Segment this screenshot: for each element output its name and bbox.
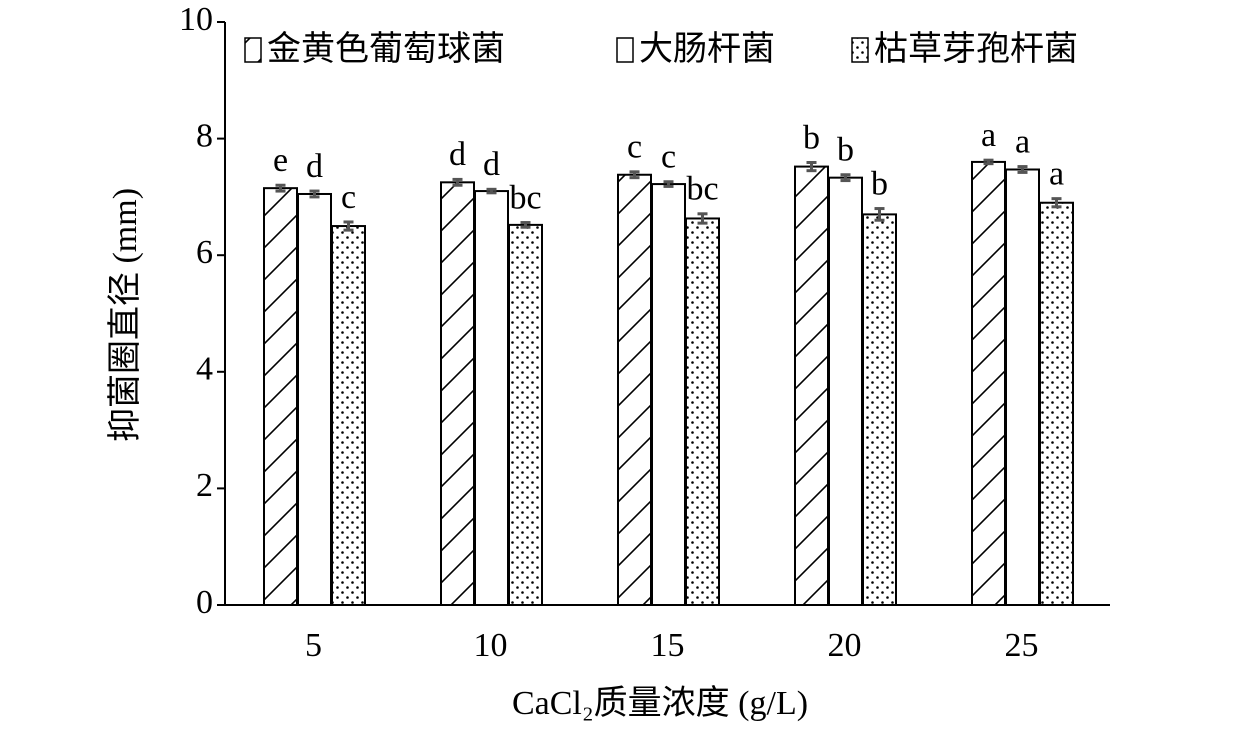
significance-letter: b [871,165,888,202]
bar [617,173,652,606]
bar [1039,201,1074,606]
significance-letter: c [627,129,642,166]
significance-letter: b [837,132,854,169]
error-bar [343,220,354,232]
bar [1005,168,1040,606]
significance-letter: a [1049,155,1064,192]
bar [971,160,1006,606]
y-axis-label: 抑菌圈直径 (mm) [106,188,144,442]
error-bar [983,158,994,166]
significance-letter: c [661,139,676,176]
error-bar [275,183,286,193]
significance-letter: d [449,136,466,173]
bar [862,213,897,606]
error-bar [840,173,851,183]
legend-label: 枯草芽孢杆菌 [874,30,1078,68]
error-bar [520,221,531,229]
significance-letter: d [306,148,323,185]
significance-letter: a [1015,123,1030,160]
significance-letter: c [341,179,356,216]
x-tick-label: 25 [1005,627,1039,664]
error-bar [806,161,817,173]
legend-label: 大肠杆菌 [639,30,775,68]
error-bar [1017,165,1028,174]
x-axis-label: CaCl₂质量浓度 (g/L) [512,684,808,722]
bar [474,190,509,606]
x-tick-label: 15 [651,627,685,664]
error-bar [452,177,463,187]
y-tick-label: 4 [196,351,213,388]
significance-letter: e [273,142,288,179]
error-bar [697,212,708,225]
x-tick-label: 20 [828,627,862,664]
significance-letter: b [803,119,820,156]
x-tick-label: 10 [474,627,508,664]
significance-letter: bc [686,171,718,208]
error-bar [1051,197,1062,209]
legend-swatch [616,37,634,63]
y-tick-label: 0 [196,584,213,621]
error-bar [486,187,497,195]
bar [651,183,686,606]
error-bar [663,180,674,188]
bar [685,217,720,606]
error-bar [629,170,640,180]
bar [263,187,298,606]
bar [794,165,829,606]
legend-swatch [851,37,869,63]
bar [297,192,332,607]
bar [331,225,366,607]
bar [828,176,863,606]
error-bar [874,207,885,222]
y-tick-label: 10 [179,1,213,38]
significance-letter: d [483,146,500,183]
significance-letter: a [981,117,996,154]
x-tick-label: 5 [305,627,322,664]
error-bar [309,189,320,199]
y-tick-label: 2 [196,467,213,504]
y-tick-label: 6 [196,234,213,271]
y-tick-label: 8 [196,117,213,154]
legend-swatch [244,37,262,63]
significance-letter: bc [509,179,541,216]
legend-label: 金黄色葡萄球菌 [267,30,505,68]
bar [508,223,543,606]
bar [440,181,475,606]
